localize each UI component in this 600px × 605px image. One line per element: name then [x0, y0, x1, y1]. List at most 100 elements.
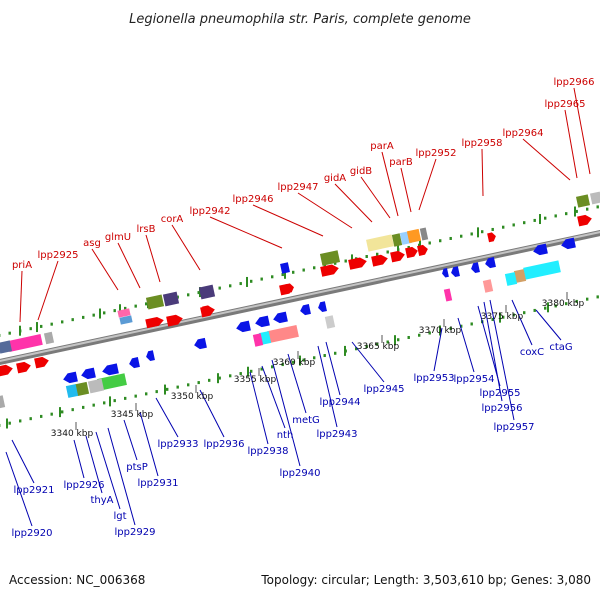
feature-box: [483, 279, 493, 292]
feature-box-shape: [88, 379, 104, 394]
forward-track-dot: [261, 278, 263, 281]
reverse-track-dot: [523, 311, 525, 314]
reverse-track-dot: [156, 390, 158, 393]
reverse-gene-label: lpp2944: [320, 397, 361, 408]
reverse-gene-label: ctaG: [549, 342, 572, 353]
reverse-gene-label: lpp2943: [317, 429, 358, 440]
reverse-gene: [193, 338, 207, 350]
reverse-track-dot: [40, 415, 42, 418]
reverse-gene-label: lpp2955: [480, 388, 521, 399]
forward-gene-shape: [390, 250, 406, 263]
reverse-track-dot: [19, 419, 21, 422]
forward-gene-label: lpp2942: [190, 206, 231, 217]
reverse-gene-label: lpp2933: [158, 439, 199, 450]
feature-box: [44, 332, 54, 344]
forward-gene-label: parA: [370, 141, 394, 152]
forward-track-dot: [366, 255, 368, 258]
feature-box-shape: [199, 285, 215, 300]
callout-line: [419, 159, 436, 210]
reverse-gene-label: lpp2957: [494, 422, 535, 433]
forward-gene-label: corA: [161, 214, 184, 225]
feature-box: [199, 285, 215, 300]
reverse-track-dot: [72, 408, 74, 411]
forward-track-dot: [40, 325, 42, 328]
reverse-gene-label: lpp2926: [64, 480, 105, 491]
forward-track-dot: [72, 318, 74, 321]
feature-box-shape: [523, 260, 561, 279]
feature-box: [590, 192, 600, 205]
feature-box-shape: [7, 334, 43, 352]
forward-track-dot: [61, 320, 63, 323]
reverse-gene: [254, 316, 270, 329]
feature-box: [325, 315, 335, 328]
forward-gene-shape: [371, 253, 389, 266]
forward-track-dot: [114, 309, 116, 312]
reverse-gene-shape: [193, 338, 207, 350]
forward-gene-label: gidB: [350, 166, 372, 177]
accession-text: Accession: NC_006368: [9, 573, 145, 587]
tick-label: 3365 kbp: [357, 342, 400, 352]
reverse-track-dot: [93, 404, 95, 407]
reverse-track-dot: [408, 336, 410, 339]
forward-gene-label: lpp2966: [554, 77, 595, 88]
reverse-gene-labels: lpp2921lpp2920lpp2926thyAlgtlpp2929ptsPl…: [12, 342, 573, 539]
reverse-track-dot: [177, 386, 179, 389]
reverse-gene-label: lpp2929: [115, 527, 156, 538]
forward-track-dot: [240, 282, 242, 285]
feature-box: [366, 234, 394, 251]
feature-box-shape: [44, 332, 54, 344]
feature-box: [444, 289, 452, 302]
forward-track-dot: [271, 275, 273, 278]
forward-gene: [16, 361, 32, 374]
reverse-track-dot: [135, 395, 137, 398]
callout-line: [401, 168, 411, 212]
reverse-gene-shape: [299, 304, 311, 316]
forward-gene-labels: priAlpp2925asgglmUlrsBcorAlpp2942lpp2946…: [12, 77, 595, 271]
reverse-track-dot: [208, 379, 210, 382]
feature-box-shape: [444, 289, 452, 302]
forward-track-dot: [93, 314, 95, 317]
reverse-gene-shape: [101, 363, 119, 376]
reverse-gene: [101, 363, 119, 376]
forward-gene-label: lpp2964: [503, 128, 544, 139]
forward-gene: [371, 253, 389, 266]
forward-gene-shape: [577, 214, 593, 227]
callout-line: [124, 420, 137, 460]
reverse-gene-shape: [280, 262, 290, 273]
gene-callout-lines: [6, 88, 590, 526]
reverse-track-dot: [9, 422, 11, 425]
callout-line: [536, 310, 561, 340]
reverse-gene-label: lpp2936: [204, 439, 245, 450]
reverse-gene-label: lpp2956: [482, 403, 523, 414]
forward-track-dot: [187, 293, 189, 296]
forward-track-dot: [471, 232, 473, 235]
feature-box-shape: [267, 325, 299, 343]
forward-gene-label: parB: [389, 157, 413, 168]
reverse-gene-label: lpp2938: [248, 446, 289, 457]
tick-label: 3375 kbp: [481, 312, 524, 322]
feature-box: [576, 194, 590, 207]
forward-gene-shape: [0, 363, 14, 376]
callout-line: [156, 398, 178, 437]
tick-label: 3355 kbp: [234, 375, 277, 385]
feature-box: [523, 260, 561, 279]
forward-track-dot: [292, 271, 294, 274]
reverse-gene: [272, 312, 288, 325]
reverse-gene-shape: [62, 372, 78, 385]
reverse-gene-label: lpp2931: [138, 478, 179, 489]
feature-box: [163, 292, 179, 307]
forward-gene: [487, 232, 497, 242]
reverse-track-dot: [103, 401, 105, 404]
genome-backbone: [0, 231, 600, 363]
callout-line: [565, 110, 577, 178]
forward-track-dot: [565, 212, 567, 215]
reverse-gene-shape: [470, 262, 480, 273]
reverse-track-dot: [324, 354, 326, 357]
feature-box: [7, 334, 43, 352]
reverse-track-dot: [534, 309, 536, 312]
forward-track-dot: [460, 235, 462, 238]
forward-track-dot: [51, 323, 53, 326]
feature-box-shape: [483, 279, 493, 292]
feature-box-shape: [320, 250, 340, 266]
